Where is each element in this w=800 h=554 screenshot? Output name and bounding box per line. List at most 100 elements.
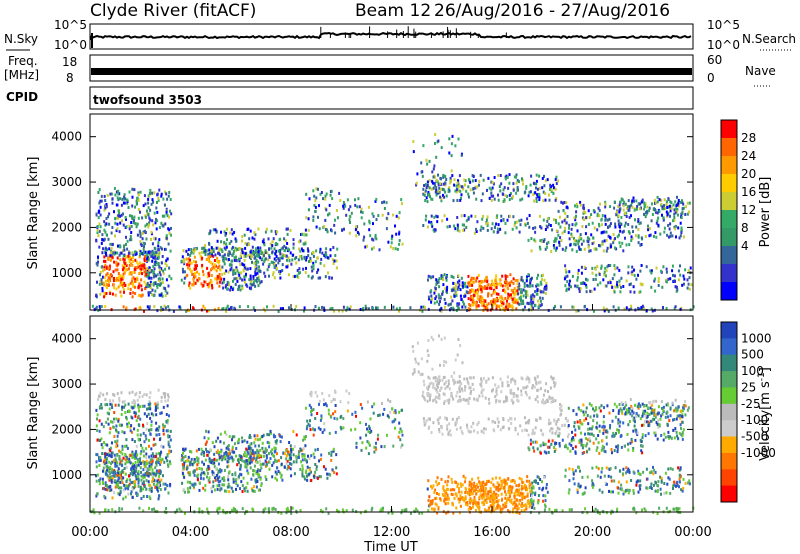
data-cell	[301, 454, 304, 458]
data-cell	[162, 474, 164, 478]
data-cell	[355, 234, 358, 238]
data-cell	[121, 481, 124, 485]
data-cell	[465, 219, 468, 223]
data-cell	[310, 406, 313, 410]
data-cell	[307, 422, 310, 426]
data-cell	[108, 460, 111, 464]
data-cell	[614, 267, 617, 271]
data-cell	[455, 294, 458, 298]
data-cell	[167, 491, 170, 495]
data-cell	[234, 473, 237, 477]
data-cell	[135, 199, 138, 203]
data-cell	[232, 252, 235, 255]
data-cell	[148, 439, 150, 442]
data-cell	[95, 453, 98, 456]
data-cell	[216, 484, 219, 488]
data-cell	[591, 221, 594, 225]
data-cell	[249, 229, 252, 233]
data-cell	[255, 272, 257, 276]
data-cell	[452, 275, 455, 279]
data-cell	[448, 303, 451, 306]
data-cell	[106, 453, 108, 457]
data-cell	[434, 376, 437, 379]
data-cell	[342, 204, 345, 208]
data-cell	[459, 198, 462, 202]
data-cell	[514, 300, 517, 304]
data-cell	[226, 304, 229, 308]
data-cell	[187, 252, 189, 256]
data-cell	[458, 184, 461, 188]
data-cell	[509, 391, 512, 395]
data-cell	[230, 306, 232, 310]
data-cell	[134, 266, 137, 270]
data-cell	[425, 186, 428, 190]
data-cell	[225, 450, 228, 454]
data-cell	[147, 223, 150, 227]
data-cell	[151, 452, 154, 456]
data-cell	[131, 390, 134, 394]
data-cell	[147, 407, 150, 411]
data-cell	[127, 254, 130, 258]
data-cell	[439, 295, 442, 299]
data-cell	[553, 218, 555, 222]
data-cell	[453, 288, 456, 292]
data-cell	[103, 268, 106, 272]
data-cell	[236, 476, 239, 480]
data-cell	[470, 390, 472, 393]
data-cell	[520, 275, 523, 279]
data-cell	[442, 278, 445, 282]
data-cell	[629, 290, 632, 294]
data-cell	[605, 274, 607, 278]
data-cell	[376, 306, 379, 310]
data-cell	[603, 270, 606, 274]
data-cell	[483, 279, 486, 283]
data-cell	[227, 253, 230, 257]
data-cell	[251, 449, 254, 453]
y-tick-label: 4000	[51, 130, 82, 144]
data-cell	[307, 208, 310, 212]
data-cell	[96, 228, 99, 232]
data-cell	[145, 271, 148, 274]
data-cell	[502, 200, 505, 203]
data-cell	[635, 277, 638, 281]
data-cell	[606, 218, 609, 222]
data-cell	[455, 284, 457, 288]
data-cell	[389, 245, 392, 249]
data-cell	[139, 417, 142, 421]
data-cell	[99, 280, 102, 284]
data-cell	[193, 259, 195, 263]
data-cell	[288, 306, 290, 310]
data-cell	[154, 260, 157, 264]
data-cell	[476, 288, 479, 292]
data-cell	[539, 225, 542, 229]
data-cell	[155, 421, 158, 425]
data-cell	[99, 456, 102, 460]
data-cell	[456, 280, 459, 284]
data-cell	[673, 216, 676, 219]
data-cell	[271, 240, 274, 244]
data-cell	[121, 448, 124, 452]
data-cell	[650, 307, 653, 311]
data-cell	[441, 378, 444, 382]
data-cell	[218, 475, 221, 479]
data-cell	[230, 486, 233, 490]
data-cell	[540, 400, 543, 404]
data-cell	[237, 458, 239, 462]
data-cell	[312, 474, 315, 478]
data-cell	[398, 410, 401, 414]
data-cell	[454, 227, 457, 231]
data-cell	[467, 402, 470, 405]
data-cell	[504, 277, 507, 281]
data-cell	[133, 411, 136, 415]
data-cell	[368, 219, 371, 223]
data-cell	[281, 478, 284, 482]
data-cell	[317, 215, 319, 219]
data-cell	[573, 216, 576, 220]
data-cell	[622, 229, 625, 233]
data-cell	[464, 388, 466, 392]
data-cell	[428, 159, 431, 163]
data-cell	[144, 250, 147, 254]
data-cell	[143, 257, 146, 261]
data-cell	[431, 197, 434, 201]
data-cell	[522, 294, 525, 298]
